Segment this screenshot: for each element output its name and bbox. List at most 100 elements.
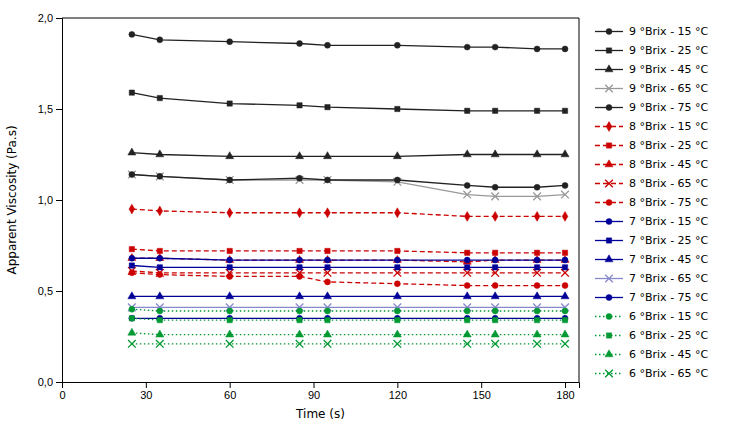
point [157, 308, 163, 314]
series-line [132, 318, 565, 319]
point [297, 317, 302, 322]
legend-item: 6 °Brix - 15 °C [595, 310, 709, 323]
point [464, 44, 470, 50]
legend-marker [606, 200, 612, 206]
legend-marker [606, 105, 612, 111]
point [463, 330, 471, 337]
legend-item: 6 °Brix - 65 °C [595, 367, 709, 380]
tick-label: 120 [389, 389, 407, 401]
legend-marker [606, 122, 612, 132]
legend-item: 8 °Brix - 45 °C [595, 158, 709, 171]
point [227, 208, 233, 218]
point [534, 257, 540, 263]
series [129, 270, 568, 289]
series-line [132, 249, 565, 253]
legend-marker [605, 180, 613, 188]
point [226, 292, 234, 299]
point [491, 340, 499, 348]
point [297, 257, 303, 263]
point [129, 270, 135, 276]
tick-label: 1,0 [38, 194, 53, 206]
series-line [132, 93, 565, 111]
legend-label: 7 °Brix - 75 °C [629, 291, 709, 304]
point [534, 283, 540, 289]
tick-label: 180 [556, 389, 574, 401]
series [128, 304, 569, 312]
point [156, 330, 164, 337]
marks [128, 31, 569, 347]
legend-item: 7 °Brix - 15 °C [595, 215, 709, 228]
series-line [132, 343, 565, 344]
point [492, 44, 498, 50]
point [128, 340, 136, 348]
chart: 03060901201501800,00,51,01,52,0Time (s)A… [0, 0, 754, 428]
tick-mark [146, 382, 147, 388]
point [463, 292, 471, 299]
point [562, 317, 567, 322]
point [297, 103, 302, 108]
tick: 60 [224, 382, 236, 401]
point [394, 308, 400, 314]
point [296, 176, 304, 184]
legend-item: 9 °Brix - 65 °C [595, 82, 709, 95]
point [394, 178, 402, 186]
legend-item: 6 °Brix - 45 °C [595, 348, 709, 361]
point [491, 255, 499, 262]
legend-label: 8 °Brix - 15 °C [629, 120, 709, 133]
point [129, 31, 135, 37]
point [296, 292, 304, 299]
point [464, 182, 470, 188]
series [128, 292, 569, 299]
point [129, 263, 134, 268]
legend-marker [605, 85, 613, 93]
point [492, 211, 498, 221]
point [561, 255, 569, 262]
point [157, 206, 163, 216]
point [297, 175, 303, 181]
tick-mark [397, 382, 398, 388]
point [129, 316, 134, 321]
point [129, 315, 135, 321]
point [463, 191, 471, 199]
point [128, 254, 136, 261]
point [561, 191, 569, 199]
point [533, 193, 541, 201]
point [226, 152, 234, 159]
point [492, 184, 498, 190]
point [492, 283, 498, 289]
point [296, 152, 304, 159]
tick-label: 0 [59, 389, 65, 401]
point [325, 279, 331, 285]
point [157, 317, 162, 322]
legend-marker [606, 219, 612, 225]
point [297, 308, 303, 314]
legend-marker [606, 143, 611, 148]
legend-marker [606, 314, 612, 320]
point [129, 90, 134, 95]
point [562, 283, 568, 289]
series [129, 315, 568, 321]
legend-marker [605, 160, 613, 167]
legend-item: 9 °Brix - 45 °C [595, 63, 709, 76]
point [562, 308, 568, 314]
tick-label: 60 [224, 389, 236, 401]
point [464, 257, 470, 263]
legend-item: 8 °Brix - 15 °C [595, 120, 709, 133]
point [128, 292, 136, 299]
point [157, 265, 162, 270]
point [227, 101, 232, 106]
legend-item: 6 °Brix - 25 °C [595, 329, 709, 342]
tick: 1,0 [38, 194, 62, 206]
point [325, 317, 330, 322]
point [395, 208, 401, 218]
legend-label: 9 °Brix - 45 °C [629, 63, 709, 76]
tick-mark [56, 109, 62, 110]
point [561, 292, 569, 299]
point [534, 317, 539, 322]
point [561, 330, 569, 337]
legend: 9 °Brix - 15 °C9 °Brix - 25 °C9 °Brix - … [595, 25, 709, 380]
tick-mark [314, 382, 315, 388]
point [323, 255, 331, 262]
series-line [132, 273, 565, 286]
point [226, 176, 234, 184]
